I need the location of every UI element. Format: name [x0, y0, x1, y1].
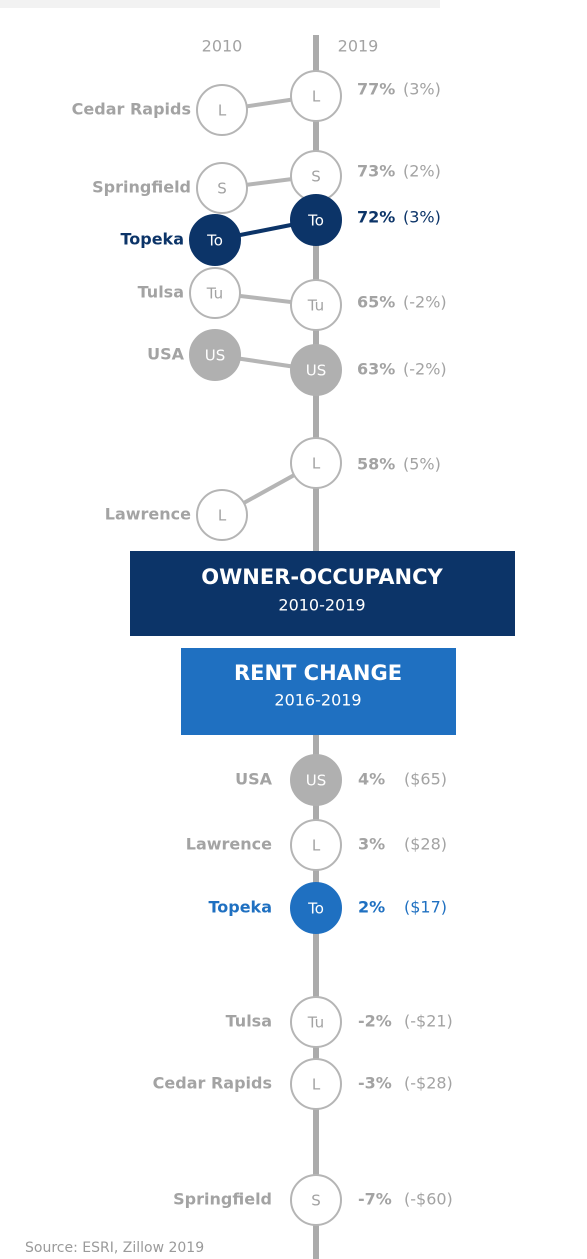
rent-amount: ($65): [404, 770, 447, 789]
column-2010: 2010: [202, 37, 243, 56]
city-bubble: [189, 329, 241, 381]
city-name: Cedar Rapids: [153, 1074, 272, 1093]
rent-amount: (-$21): [404, 1012, 453, 1031]
city-name: Cedar Rapids: [72, 100, 191, 119]
city-abbr: To: [307, 900, 324, 918]
city-name: Springfield: [92, 178, 191, 197]
share-change: (-2%): [403, 293, 447, 312]
city-abbr: Tu: [307, 1014, 324, 1032]
city-bubble: [196, 84, 248, 136]
rent-change: -7%: [358, 1190, 392, 1209]
city-name: USA: [147, 345, 185, 364]
rent-change: -2%: [358, 1012, 392, 1031]
city-abbr: To: [307, 212, 324, 230]
city-abbr: US: [306, 772, 327, 790]
city-bubble: [290, 1058, 342, 1110]
rows: L L Cedar Rapids 77% (3%) S S Springfield 73% (2%…: [72, 70, 453, 1226]
rent-change: 3%: [358, 835, 385, 854]
city-name: Lawrence: [186, 835, 272, 854]
share-change: (3%): [403, 80, 441, 99]
share: 63%: [357, 360, 395, 379]
city-name: Springfield: [173, 1190, 272, 1209]
city-abbr: US: [205, 347, 226, 365]
city-name: Topeka: [208, 898, 272, 917]
city-bubble: [196, 489, 248, 541]
share-change: (5%): [403, 455, 441, 474]
city-abbr: US: [306, 362, 327, 380]
city-abbr: L: [312, 88, 321, 106]
rent-change: 4%: [358, 770, 385, 789]
city-bubble: [290, 279, 342, 331]
city-bubble: [290, 194, 342, 246]
city-bubble: [290, 1174, 342, 1226]
rent-box: [181, 648, 456, 735]
city-abbr: L: [218, 102, 227, 120]
city-name: Lawrence: [105, 505, 191, 524]
city-abbr: Tu: [307, 297, 324, 315]
city-bubble: [196, 162, 248, 214]
city-bubble: [189, 214, 241, 266]
share-change: (-2%): [403, 360, 447, 379]
share: 65%: [357, 293, 395, 312]
city-abbr: S: [311, 168, 321, 186]
city-abbr: L: [312, 837, 321, 855]
top-strip: [0, 0, 440, 8]
owner-title: OWNER-OCCUPANCY: [201, 565, 443, 589]
rent-amount: (-$60): [404, 1190, 453, 1209]
city-bubble: [290, 882, 342, 934]
city-abbr: S: [217, 180, 227, 198]
rent-change: -3%: [358, 1074, 392, 1093]
city-name: USA: [235, 770, 273, 789]
city-abbr: Tu: [206, 285, 223, 303]
owner-box: [130, 551, 515, 636]
city-name: Tulsa: [138, 283, 184, 302]
share: 58%: [357, 455, 395, 474]
city-name: Topeka: [120, 230, 184, 249]
rent-amount: ($17): [404, 898, 447, 917]
rent-amount: (-$28): [404, 1074, 453, 1093]
rent-period: 2016-2019: [274, 691, 361, 710]
city-bubble: [290, 996, 342, 1048]
city-bubble: [290, 819, 342, 871]
share: 72%: [357, 208, 395, 227]
share: 77%: [357, 80, 395, 99]
city-abbr: L: [218, 507, 227, 525]
share-change: (2%): [403, 162, 441, 181]
city-bubble: [290, 70, 342, 122]
owner-period: 2010-2019: [278, 596, 365, 615]
city-bubble: [290, 754, 342, 806]
city-abbr: L: [312, 455, 321, 473]
share-change: (3%): [403, 208, 441, 227]
city-abbr: L: [312, 1076, 321, 1094]
rent-amount: ($28): [404, 835, 447, 854]
city-abbr: To: [206, 232, 223, 250]
rent-title: RENT CHANGE: [234, 661, 402, 685]
city-bubble: [290, 344, 342, 396]
city-bubble: [189, 267, 241, 319]
city-abbr: S: [311, 1192, 321, 1210]
column-2019: 2019: [338, 37, 379, 56]
city-name: Tulsa: [226, 1012, 272, 1031]
source: Source: ESRI, Zillow 2019: [25, 1240, 204, 1256]
rent-change: 2%: [358, 898, 385, 917]
share: 73%: [357, 162, 395, 181]
city-bubble: [290, 437, 342, 489]
